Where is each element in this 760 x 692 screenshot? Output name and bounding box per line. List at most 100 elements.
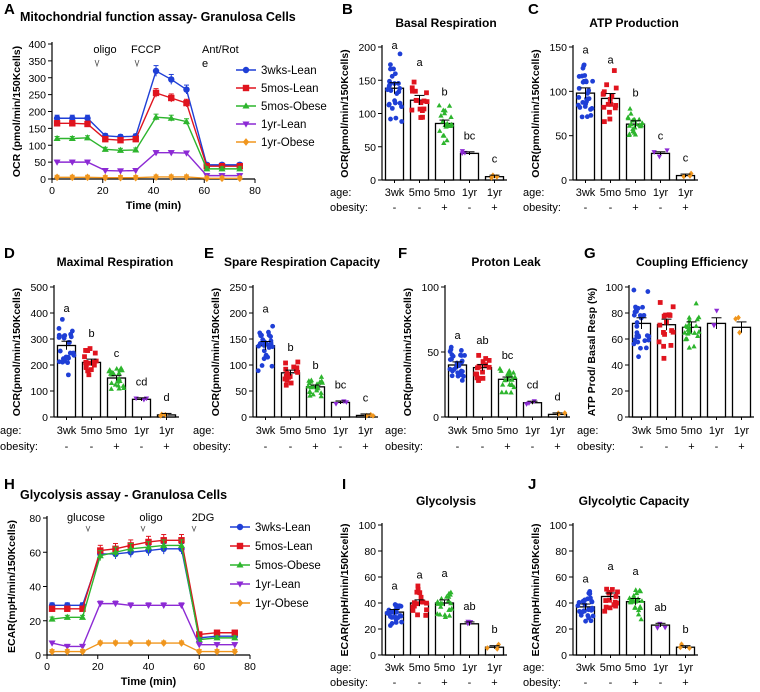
e-panel-letter: E (204, 245, 214, 262)
data-point-5mos-obese (127, 545, 135, 552)
data-point (576, 85, 582, 91)
significance-label: cd (136, 376, 148, 388)
data-point (284, 378, 290, 383)
data-point (686, 321, 692, 326)
data-point (661, 343, 667, 349)
y-tick-label: 50 (364, 142, 376, 154)
data-point-5mos-obese (79, 613, 87, 620)
data-point (666, 312, 672, 318)
h-panel-letter: H (4, 476, 15, 493)
data-point (263, 352, 269, 358)
data-point (484, 645, 490, 651)
y-tick-label: 350 (28, 56, 46, 68)
data-point (609, 587, 615, 592)
y-tick-label: 60 (611, 334, 623, 346)
data-point (399, 119, 405, 124)
data-point (318, 393, 324, 399)
annotation-fccp: FCCP (131, 44, 161, 56)
data-point (447, 366, 453, 372)
age-label: 1yr (734, 425, 750, 437)
x-tick-label: 80 (244, 661, 256, 673)
data-point (582, 602, 588, 607)
y-tick-label: 0 (561, 175, 567, 187)
data-point (714, 308, 720, 314)
data-point (579, 114, 585, 120)
series-line-1yr-lean (57, 151, 240, 177)
y-tick-label: 100 (358, 520, 376, 532)
obesity-row-label: obesity: (385, 441, 423, 453)
data-point (664, 148, 670, 154)
obesity-label: + (113, 441, 119, 453)
data-point-5mos-lean (213, 629, 221, 636)
significance-label: a (607, 561, 614, 573)
data-point (508, 389, 514, 395)
obesity-label: - (481, 441, 485, 453)
data-point-5mos-obese (218, 165, 226, 172)
data-point (604, 82, 610, 88)
data-point (411, 603, 417, 609)
data-point (632, 337, 638, 343)
data-point (56, 326, 62, 331)
data-point-3wks-lean (69, 115, 76, 122)
data-point-5mos-obese (160, 541, 168, 548)
data-point-1yr-lean (182, 150, 191, 157)
data-point (68, 334, 74, 340)
age-label: 3wk (576, 187, 596, 199)
data-point-1yr-obese (84, 173, 91, 182)
age-label: 3wk (256, 425, 276, 437)
y-tick-label: 100 (421, 282, 439, 294)
data-point (602, 608, 608, 614)
y-tick-label: 20 (555, 624, 567, 636)
data-point (636, 116, 642, 122)
data-point (601, 89, 607, 95)
data-point (256, 343, 261, 349)
y-axis-label: OCR(pmol/min/150Kcells) (530, 49, 542, 177)
data-point (646, 337, 651, 343)
data-point (395, 615, 401, 621)
j-chart-title: Glycolytic Capacity (579, 494, 690, 508)
obesity-label: - (393, 677, 397, 689)
injection-arrow (94, 59, 100, 68)
y-tick-label: 20 (364, 624, 376, 636)
y-axis-label: OCR(pmol/min/150Kcells) (210, 288, 222, 416)
age-label: 1yr (462, 662, 478, 674)
x-tick-label: 40 (143, 661, 155, 673)
obesity-label: + (491, 202, 497, 214)
data-point (584, 114, 590, 120)
data-point (437, 611, 443, 617)
data-point (417, 590, 423, 596)
bar-1yr-lean (459, 623, 480, 656)
data-point (612, 599, 618, 605)
data-point (656, 154, 663, 160)
data-point (391, 66, 396, 72)
age-label: 3wk (385, 662, 405, 674)
significance-label: a (607, 55, 614, 67)
data-point (269, 344, 275, 350)
y-tick-label: 0 (561, 650, 567, 662)
obesity-label: + (312, 441, 318, 453)
data-point (283, 366, 289, 372)
data-point (388, 116, 393, 122)
data-point (259, 332, 264, 338)
x-tick-label: 20 (92, 661, 104, 673)
y-tick-label: 20 (29, 616, 41, 628)
data-point-1yr-lean (79, 643, 87, 651)
data-point (318, 390, 324, 395)
significance-label: a (582, 573, 589, 585)
data-point (656, 339, 662, 345)
y-tick-label: 400 (28, 39, 46, 51)
data-point (636, 354, 641, 360)
data-point (291, 364, 297, 370)
data-point (261, 356, 267, 362)
data-point (65, 372, 71, 378)
series-line-5mos-lean (52, 539, 235, 636)
significance-label: a (416, 570, 423, 582)
b-panel-letter: B (342, 1, 353, 18)
data-point (399, 619, 404, 625)
data-point (90, 359, 96, 365)
data-point (474, 375, 480, 381)
bar-1yr-obese (731, 326, 752, 418)
data-point (613, 603, 618, 609)
age-label: 1yr (358, 425, 374, 437)
obesity-label: - (659, 202, 663, 214)
